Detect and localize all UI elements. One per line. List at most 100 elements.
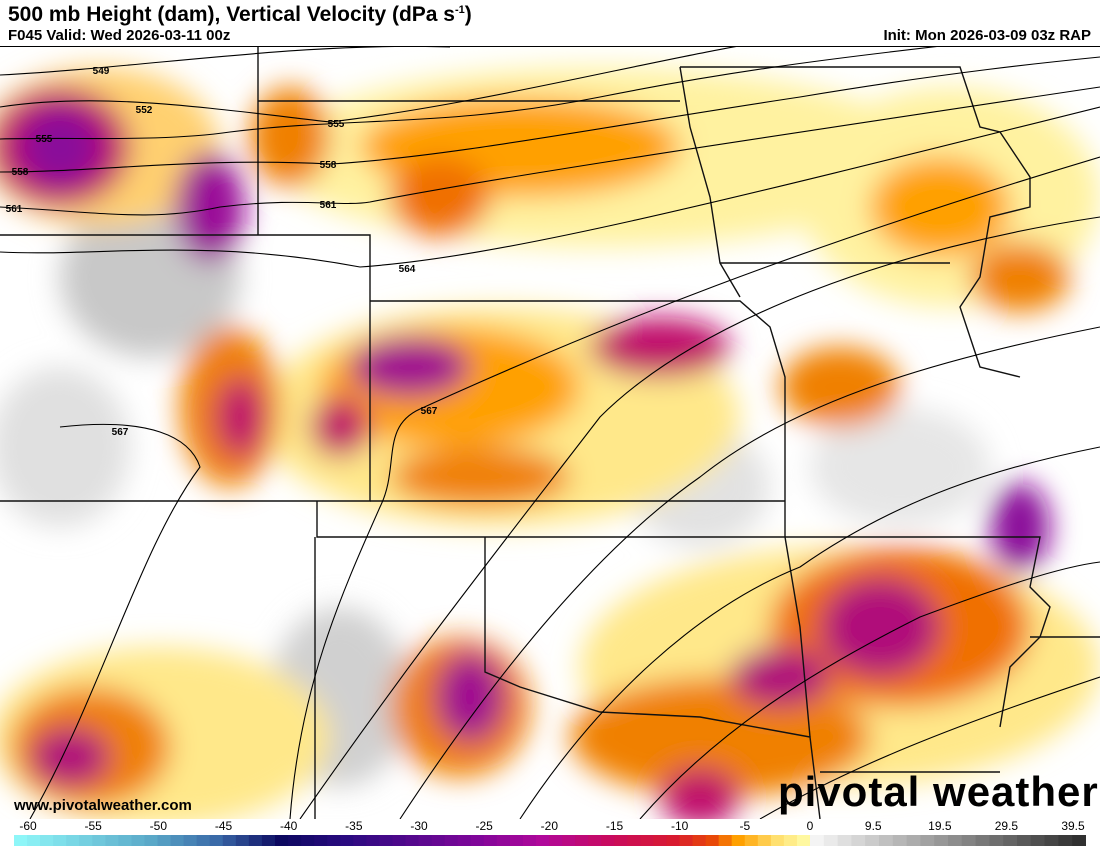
colorbar-swatch (879, 835, 894, 846)
contour-label: 558 (320, 160, 337, 171)
colorbar-swatch (705, 835, 720, 846)
colorbar-tick: 19.5 (928, 819, 952, 833)
colorbar-swatch (640, 835, 654, 846)
colorbar-swatch (379, 835, 393, 846)
colorbar-swatch (131, 835, 145, 846)
colorbar-tick: -45 (214, 819, 233, 833)
pivotal-weather-logo: pivotal weather (778, 768, 1099, 815)
colorbar-swatch (731, 835, 746, 846)
colorbar-tick: -35 (345, 819, 363, 833)
colorbar-swatch (934, 835, 949, 846)
colorbar-swatch (248, 835, 263, 846)
colorbar-swatch (522, 835, 537, 846)
colorbar-swatch (614, 835, 628, 846)
colorbar-swatch (823, 835, 839, 846)
colorbar-swatch (222, 835, 237, 846)
colorbar-swatch (837, 835, 852, 846)
contour-label: 561 (6, 204, 23, 215)
colorbar-tick: -50 (149, 819, 167, 833)
colorbar-swatch (653, 835, 667, 846)
colorbar-swatch (79, 835, 93, 846)
colorbar-swatch (40, 835, 54, 846)
colorbar-swatch (457, 835, 472, 846)
colorbar-tick: -5 (739, 819, 751, 833)
colorbar-swatch (483, 835, 498, 846)
colorbar-tick: -15 (605, 819, 624, 833)
velocity-field (0, 67, 1100, 819)
valid-time: F045 Valid: Wed 2026-03-11 00z (8, 27, 231, 44)
source-url: www.pivotalweather.com (14, 797, 192, 814)
colorbar-tick: 9.5 (864, 819, 882, 833)
colorbar-swatch (757, 835, 772, 846)
colorbar-swatch (27, 835, 41, 846)
colorbar-swatch (588, 835, 602, 846)
map-title: 500 mb Height (dam), Vertical Velocity (… (8, 3, 472, 26)
colorbar-swatch (892, 835, 908, 846)
colorbar-swatch (865, 835, 880, 846)
colorbar-swatch (535, 835, 550, 846)
colorbar-swatch (1044, 835, 1059, 846)
colorbar-swatch (470, 835, 485, 846)
colorbar-swatch (53, 835, 67, 846)
contour-label: 558 (12, 167, 29, 178)
colorbar-swatch (183, 835, 198, 846)
colorbar-tick: -55 (84, 819, 102, 833)
colorbar-tick: -10 (670, 819, 689, 833)
colorbar-swatch (627, 835, 641, 846)
colorbar-swatch (989, 835, 1004, 846)
colorbar (14, 835, 1086, 846)
contour-labels: 549 552 555 558 561 555 558 561 564 567 … (6, 66, 438, 438)
colorbar-tick: -60 (19, 819, 37, 833)
colorbar-swatch (575, 835, 589, 846)
colorbar-swatch (906, 835, 921, 846)
colorbar-swatch (105, 835, 119, 846)
colorbar-swatch (144, 835, 159, 846)
colorbar-swatch (770, 835, 785, 846)
colorbar-tick: 39.5 (1061, 819, 1085, 833)
colorbar-swatch (301, 835, 315, 846)
colorbar-swatch (920, 835, 935, 846)
colorbar-swatch (796, 835, 811, 846)
contour-label: 555 (36, 134, 53, 145)
colorbar-swatch (392, 835, 406, 846)
contour-label: 567 (112, 427, 129, 438)
colorbar-swatch (1003, 835, 1018, 846)
colorbar-swatch (405, 835, 420, 846)
colorbar-swatch (948, 835, 963, 846)
height-contours (0, 47, 1100, 819)
colorbar-swatch (157, 835, 172, 846)
colorbar-swatch (601, 835, 615, 846)
colorbar-swatch (718, 835, 733, 846)
colorbar-swatch (327, 835, 341, 846)
colorbar-swatch (509, 835, 524, 846)
colorbar-tick: -25 (475, 819, 493, 833)
weather-map: 549 552 555 558 561 555 558 561 564 567 … (0, 46, 1100, 819)
contour-label: 561 (320, 200, 337, 211)
colorbar-swatch (261, 835, 276, 846)
colorbar-swatch (92, 835, 106, 846)
colorbar-swatch (444, 835, 459, 846)
colorbar-swatch (170, 835, 185, 846)
colorbar-swatch (66, 835, 80, 846)
colorbar-swatch (851, 835, 866, 846)
contour-label: 549 (93, 66, 110, 77)
colorbar-tick: 29.5 (994, 819, 1019, 833)
colorbar-swatch (418, 835, 433, 846)
colorbar-swatch (14, 835, 28, 846)
colorbar-swatch (353, 835, 367, 846)
colorbar-swatch (209, 835, 224, 846)
colorbar-swatch (692, 835, 707, 846)
colorbar-swatch (744, 835, 759, 846)
contour-label: 552 (136, 105, 153, 116)
contour-label: 564 (399, 264, 416, 275)
colorbar-swatch (431, 835, 446, 846)
colorbar-swatch (1017, 835, 1032, 846)
colorbar-swatch (783, 835, 798, 846)
colorbar-swatch (975, 835, 990, 846)
colorbar-swatch (549, 835, 563, 846)
colorbar-labels: -60 -55 -50 -45 -40 -35 -30 -25 -20 -15 -10 -5 0 9.5 1… (0, 819, 1100, 835)
colorbar-swatch (118, 835, 132, 846)
colorbar-tick: -30 (410, 819, 428, 833)
colorbar-tick: 0 (806, 819, 814, 833)
contour-label: 567 (421, 406, 438, 417)
